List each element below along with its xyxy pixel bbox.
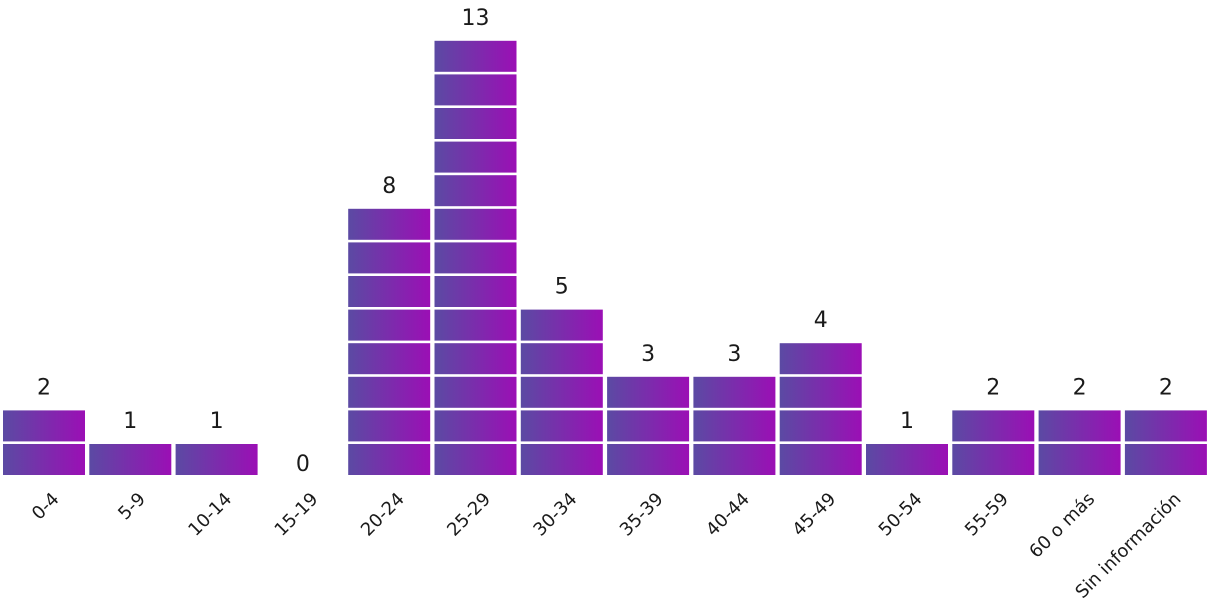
data-label-60 o más: 2 bbox=[1073, 375, 1087, 400]
x-axis-tick-labels: 0-4 5-9 10-14 15-19 20-24 25-29 30-34 35-39 40-4… bbox=[28, 489, 1186, 603]
tick-label-10-14: 10-14 bbox=[184, 489, 236, 541]
tick-label-35-39: 35-39 bbox=[616, 489, 668, 541]
bar-block-45-49-2 bbox=[779, 410, 862, 442]
bar-block-35-39-3 bbox=[607, 376, 690, 408]
bar-block-0-4-1 bbox=[3, 444, 85, 475]
tick-label-25-29: 25-29 bbox=[443, 489, 495, 541]
bars-layer bbox=[3, 40, 1207, 475]
bar-block-25-29-2 bbox=[434, 410, 517, 442]
bar-block-55-59-2 bbox=[952, 410, 1035, 442]
bar-block-30-34-1 bbox=[520, 444, 603, 475]
tick-label-50-54: 50-54 bbox=[875, 489, 927, 541]
bar-block-Sin información-1 bbox=[1124, 444, 1207, 475]
bar-block-25-29-7 bbox=[434, 242, 517, 274]
bar-block-40-44-2 bbox=[693, 410, 776, 442]
tick-label-15-19: 15-19 bbox=[271, 489, 323, 541]
bar-block-20-24-3 bbox=[348, 376, 431, 408]
bar-block-20-24-8 bbox=[348, 208, 431, 240]
data-label-55-59: 2 bbox=[986, 375, 1000, 400]
bar-block-25-29-13 bbox=[434, 40, 517, 72]
bar-block-25-29-3 bbox=[434, 376, 517, 408]
bar-block-35-39-2 bbox=[607, 410, 690, 442]
bar-block-55-59-1 bbox=[952, 444, 1035, 475]
bar-block-25-29-9 bbox=[434, 175, 517, 207]
bar-block-30-34-3 bbox=[520, 376, 603, 408]
tick-label-45-49: 45-49 bbox=[788, 489, 840, 541]
bar-block-25-29-4 bbox=[434, 343, 517, 375]
bar-block-25-29-5 bbox=[434, 309, 517, 341]
tick-label-20-24: 20-24 bbox=[357, 489, 409, 541]
data-label-0-4: 2 bbox=[37, 375, 51, 400]
bar-block-20-24-7 bbox=[348, 242, 431, 274]
bar-block-5-9-1 bbox=[89, 444, 172, 475]
bar-block-25-29-11 bbox=[434, 108, 517, 139]
bar-block-20-24-6 bbox=[348, 276, 431, 307]
bar-block-25-29-1 bbox=[434, 444, 517, 475]
tick-label-30-34: 30-34 bbox=[529, 489, 581, 541]
bar-block-35-39-1 bbox=[607, 444, 690, 475]
bar-block-Sin información-2 bbox=[1124, 410, 1207, 442]
bar-block-40-44-1 bbox=[693, 444, 776, 475]
data-label-25-29: 13 bbox=[462, 6, 490, 31]
value-labels-layer: 2 1 1 0 8 13 5 3 3 4 1 2 2 2 bbox=[37, 6, 1173, 477]
data-label-45-49: 4 bbox=[814, 308, 828, 333]
bar-block-45-49-4 bbox=[779, 343, 862, 375]
bar-block-20-24-5 bbox=[348, 309, 431, 341]
data-label-10-14: 1 bbox=[210, 409, 224, 434]
bar-block-20-24-1 bbox=[348, 444, 431, 475]
data-label-35-39: 3 bbox=[641, 342, 655, 367]
bar-block-10-14-1 bbox=[175, 444, 258, 475]
bar-block-30-34-2 bbox=[520, 410, 603, 442]
tick-label-60 o más: 60 o más bbox=[1025, 489, 1099, 563]
data-label-15-19: 0 bbox=[296, 452, 310, 477]
bar-block-20-24-2 bbox=[348, 410, 431, 442]
data-label-40-44: 3 bbox=[727, 342, 741, 367]
tick-label-55-59: 55-59 bbox=[961, 489, 1013, 541]
bar-block-25-29-10 bbox=[434, 141, 517, 173]
bar-block-25-29-12 bbox=[434, 74, 517, 106]
tick-label-40-44: 40-44 bbox=[702, 489, 754, 541]
data-label-50-54: 1 bbox=[900, 409, 914, 434]
bar-block-50-54-1 bbox=[866, 444, 948, 475]
tick-label-5-9: 5-9 bbox=[114, 489, 150, 525]
data-label-Sin información: 2 bbox=[1159, 375, 1173, 400]
bar-block-20-24-4 bbox=[348, 343, 431, 375]
bar-block-60 o más-1 bbox=[1038, 444, 1121, 475]
data-label-5-9: 1 bbox=[123, 409, 137, 434]
bar-block-25-29-8 bbox=[434, 208, 517, 240]
data-label-20-24: 8 bbox=[382, 174, 396, 199]
bar-block-0-4-2 bbox=[3, 410, 85, 442]
bar-block-45-49-1 bbox=[779, 444, 862, 475]
bar-block-60 o más-2 bbox=[1038, 410, 1121, 442]
bar-block-25-29-6 bbox=[434, 276, 517, 307]
tick-label-0-4: 0-4 bbox=[28, 489, 64, 525]
bar-block-45-49-3 bbox=[779, 376, 862, 408]
bar-block-40-44-3 bbox=[693, 376, 776, 408]
data-label-30-34: 5 bbox=[555, 275, 569, 300]
bar-block-30-34-5 bbox=[520, 309, 603, 341]
bar-block-30-34-4 bbox=[520, 343, 603, 375]
